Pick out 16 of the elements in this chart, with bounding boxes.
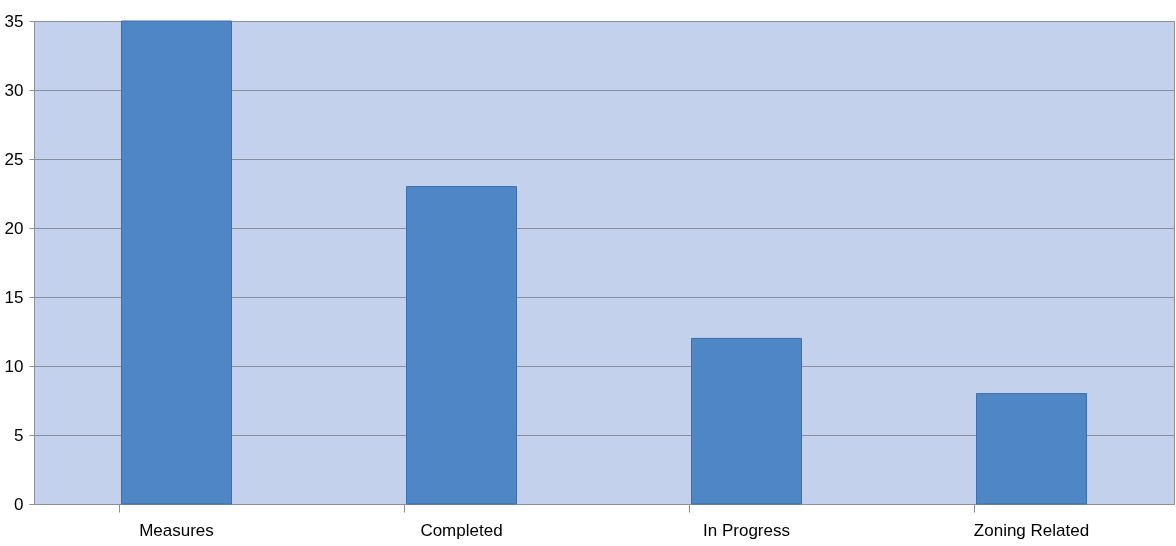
y-tick-label: 30 [4,80,24,100]
y-tick-label: 20 [4,218,24,238]
y-tick-label: 10 [4,356,24,376]
bar [406,186,517,505]
y-tick-label: 25 [4,149,24,169]
y-tick-label: 15 [4,287,24,307]
x-tick-label: Zoning Related [973,520,1090,540]
x-tick-label: Completed [420,520,503,540]
y-tick-label: 0 [14,494,24,514]
y-tick-label: 5 [14,425,24,445]
bar [121,20,232,505]
bar [691,337,802,505]
x-tick-label: In Progress [703,520,790,540]
y-tick-label: 35 [4,11,24,31]
bar [976,393,1087,505]
x-tick-label: Measures [139,520,214,540]
